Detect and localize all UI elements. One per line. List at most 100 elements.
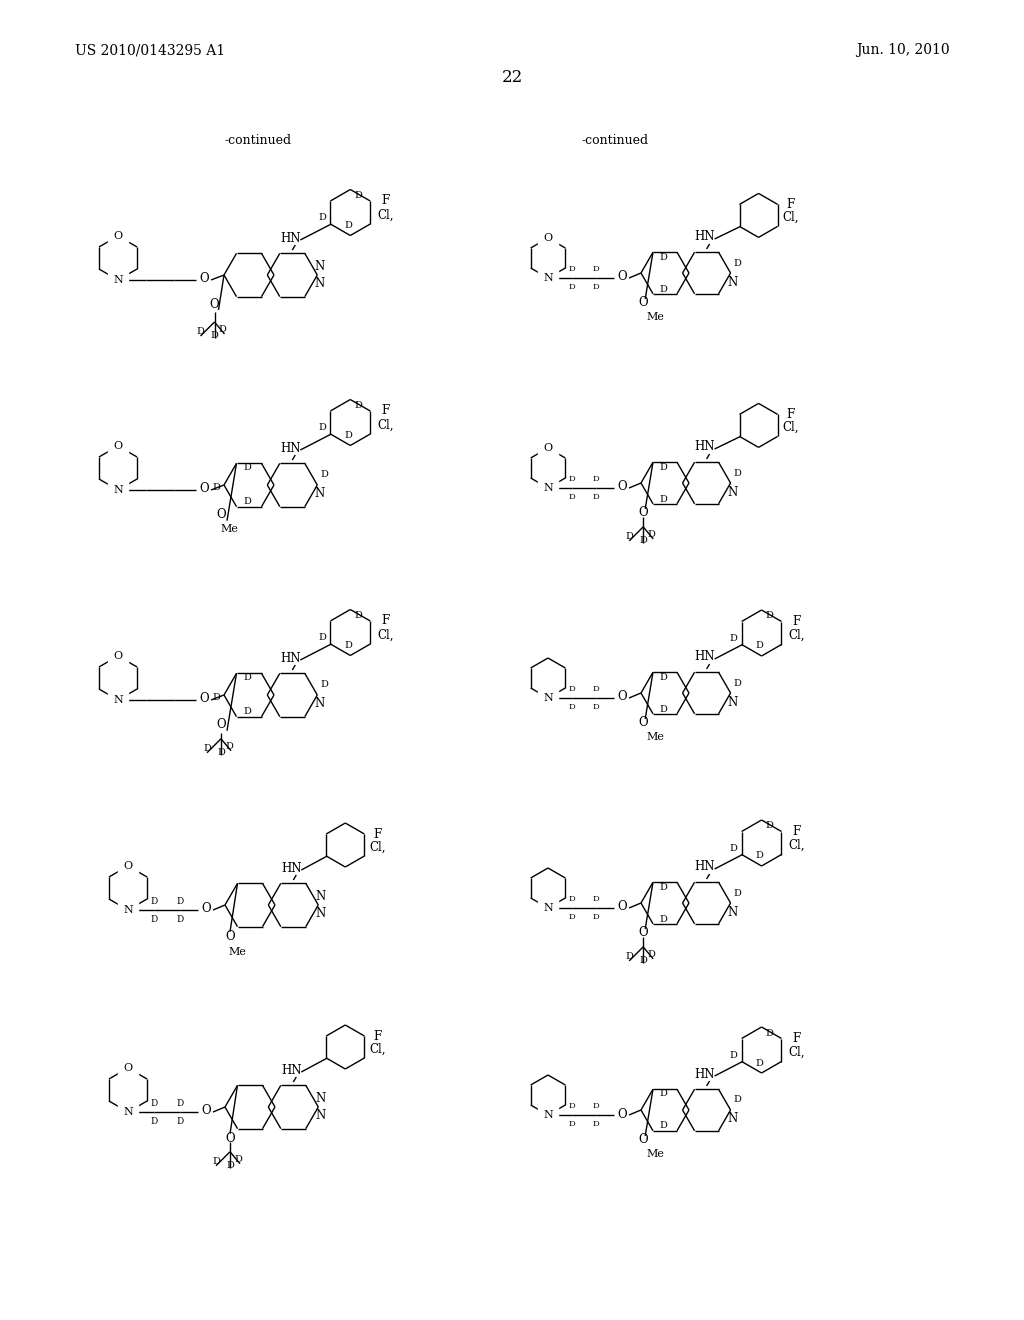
Text: O: O	[617, 271, 627, 284]
Text: 22: 22	[502, 70, 522, 87]
Text: D: D	[756, 1059, 764, 1068]
Text: D: D	[151, 1098, 158, 1107]
Text: N: N	[543, 273, 553, 282]
Text: HN: HN	[694, 1068, 715, 1081]
Text: HN: HN	[281, 862, 301, 874]
Text: O: O	[225, 931, 234, 944]
Text: F: F	[793, 825, 801, 838]
Text: F: F	[381, 404, 389, 417]
Text: D: D	[568, 895, 575, 903]
Text: D: D	[593, 1102, 599, 1110]
Text: D: D	[217, 748, 225, 758]
Text: D: D	[733, 259, 741, 268]
Text: Cl,: Cl,	[782, 421, 799, 434]
Text: Jun. 10, 2010: Jun. 10, 2010	[856, 44, 950, 57]
Text: D: D	[593, 913, 599, 921]
Text: F: F	[381, 615, 389, 627]
Text: O: O	[114, 231, 123, 242]
Text: O: O	[124, 861, 132, 871]
Text: N: N	[727, 906, 737, 919]
Text: D: D	[659, 705, 667, 714]
Text: D: D	[212, 1158, 220, 1167]
Text: D: D	[176, 1098, 183, 1107]
Text: D: D	[593, 265, 599, 273]
Text: D: D	[766, 1028, 773, 1038]
Text: D: D	[593, 492, 599, 502]
Text: N: N	[315, 1092, 326, 1105]
Text: D: D	[212, 483, 220, 491]
Text: D: D	[659, 462, 667, 471]
Text: HN: HN	[280, 231, 301, 244]
Text: O: O	[114, 441, 123, 451]
Text: D: D	[318, 214, 327, 223]
Text: O: O	[114, 651, 123, 661]
Text: D: D	[659, 915, 667, 924]
Text: D: D	[593, 685, 599, 693]
Text: O: O	[544, 234, 553, 243]
Text: D: D	[344, 432, 352, 440]
Text: D: D	[243, 463, 251, 473]
Text: D: D	[647, 950, 655, 960]
Text: D: D	[730, 843, 737, 853]
Text: F: F	[793, 615, 801, 628]
Text: Cl,: Cl,	[788, 1045, 805, 1059]
Text: D: D	[733, 469, 741, 478]
Text: N: N	[543, 903, 553, 913]
Text: F: F	[381, 194, 389, 207]
Text: Cl,: Cl,	[369, 1043, 386, 1056]
Text: O: O	[638, 927, 648, 940]
Text: D: D	[568, 492, 575, 502]
Text: Cl,: Cl,	[377, 209, 393, 222]
Text: D: D	[568, 913, 575, 921]
Text: D: D	[766, 821, 773, 830]
Text: Cl,: Cl,	[788, 628, 805, 642]
Text: D: D	[639, 536, 647, 545]
Text: D: D	[659, 1122, 667, 1130]
Text: O: O	[638, 507, 648, 519]
Text: D: D	[212, 693, 220, 701]
Text: D: D	[593, 282, 599, 290]
Text: Cl,: Cl,	[377, 418, 393, 432]
Text: O: O	[617, 900, 627, 913]
Text: Cl,: Cl,	[369, 841, 386, 854]
Text: D: D	[626, 953, 633, 961]
Text: D: D	[218, 326, 226, 334]
Text: HN: HN	[694, 231, 715, 243]
Text: F: F	[786, 198, 795, 211]
Text: N: N	[314, 487, 325, 500]
Text: HN: HN	[281, 1064, 301, 1077]
Text: O: O	[200, 272, 209, 285]
Text: O: O	[617, 690, 627, 704]
Text: N: N	[543, 693, 553, 704]
Text: D: D	[176, 1117, 183, 1126]
Text: N: N	[727, 1113, 737, 1126]
Text: US 2010/0143295 A1: US 2010/0143295 A1	[75, 44, 225, 57]
Text: D: D	[593, 704, 599, 711]
Text: N: N	[543, 483, 553, 492]
Text: D: D	[659, 252, 667, 261]
Text: D: D	[321, 470, 328, 479]
Text: D: D	[176, 915, 183, 924]
Text: D: D	[151, 896, 158, 906]
Text: D: D	[730, 1051, 737, 1060]
Text: F: F	[786, 408, 795, 421]
Text: D: D	[659, 672, 667, 681]
Text: -continued: -continued	[582, 133, 648, 147]
Text: D: D	[354, 611, 362, 620]
Text: D: D	[639, 957, 647, 965]
Text: O: O	[638, 297, 648, 309]
Text: D: D	[568, 685, 575, 693]
Text: Me: Me	[228, 946, 247, 957]
Text: HN: HN	[694, 651, 715, 664]
Text: -continued: -continued	[224, 133, 292, 147]
Text: N: N	[314, 260, 325, 273]
Text: O: O	[225, 1133, 234, 1146]
Text: HN: HN	[280, 652, 301, 664]
Text: D: D	[568, 1102, 575, 1110]
Text: D: D	[243, 673, 251, 682]
Text: D: D	[733, 678, 741, 688]
Text: O: O	[201, 903, 211, 916]
Text: O: O	[200, 483, 209, 495]
Text: N: N	[315, 907, 326, 920]
Text: D: D	[593, 475, 599, 483]
